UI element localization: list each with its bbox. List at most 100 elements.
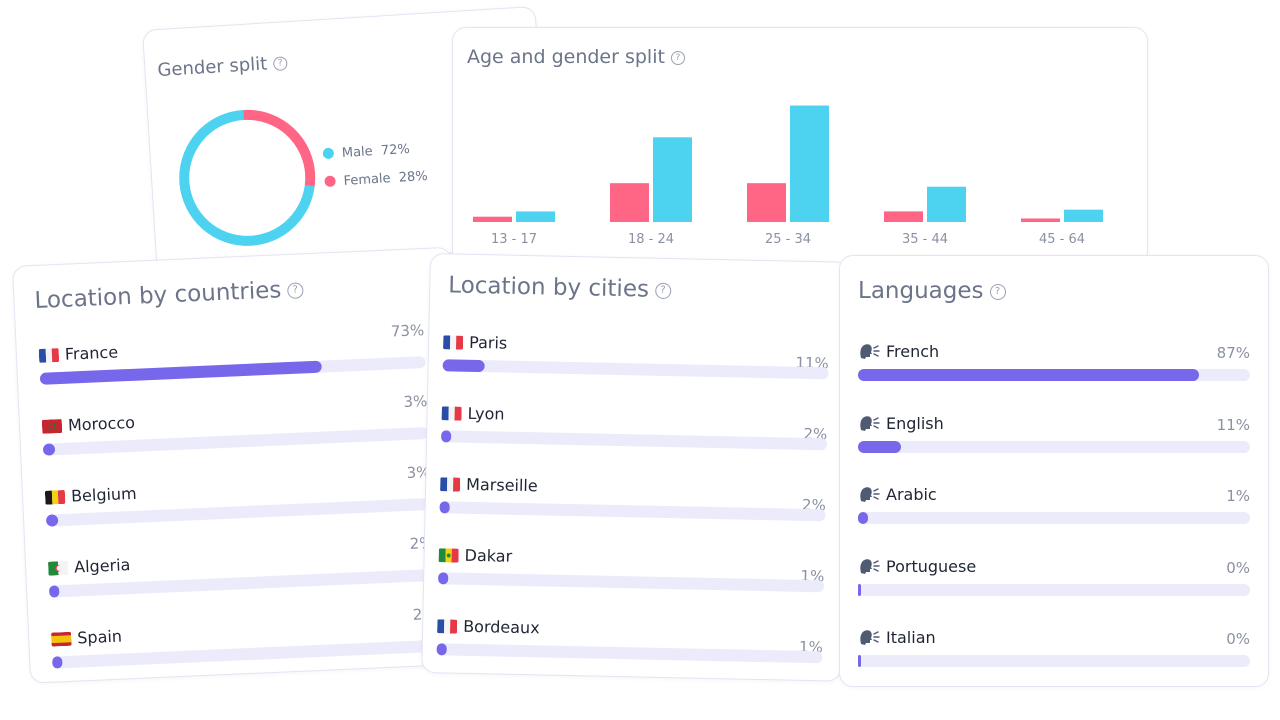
x-tick-label: 13 - 17 — [491, 232, 537, 247]
languages-row-french: French 87% — [858, 342, 1250, 382]
countries-progress-fill — [39, 360, 322, 385]
languages-row-english: English 11% — [858, 414, 1250, 454]
france-flag-icon — [441, 406, 462, 421]
languages-row-arabic: Arabic 1% — [858, 485, 1250, 525]
cities-progress-track — [442, 359, 829, 380]
cities-name: Lyon — [467, 403, 505, 424]
languages-progress-fill — [858, 369, 1200, 381]
speaking-head-icon — [858, 628, 880, 646]
languages-name: Portuguese — [886, 556, 977, 576]
cities-label: Dakar — [438, 545, 512, 566]
help-icon[interactable]: ? — [670, 50, 685, 65]
help-icon[interactable]: ? — [989, 283, 1006, 300]
cities-name: Bordeaux — [462, 616, 540, 638]
bar-female-1[interactable] — [610, 183, 649, 222]
cities-name: Marseille — [465, 474, 538, 496]
legend-swatch-female — [324, 175, 336, 188]
x-tick-label: 45 - 64 — [1039, 232, 1085, 247]
bar-female-3[interactable] — [884, 211, 923, 222]
cities-progress-fill — [439, 501, 450, 514]
countries-progress-fill — [48, 585, 60, 598]
countries-title: Location by countries? — [34, 276, 304, 314]
legend-pct-female: 28% — [398, 168, 429, 186]
languages-label: Italian — [858, 628, 936, 647]
languages-progress-track — [858, 440, 1250, 453]
languages-progress-track — [858, 655, 1250, 667]
languages-name: Arabic — [886, 485, 937, 504]
countries-row-belgium: Belgium 3% — [44, 463, 433, 528]
bar-female-4[interactable] — [1021, 218, 1060, 222]
bar-female-0[interactable] — [473, 216, 512, 222]
cities-name: Paris — [468, 332, 508, 353]
bar-female-2[interactable] — [747, 183, 786, 222]
cities-label: Paris — [442, 332, 508, 353]
languages-progress-fill — [858, 583, 861, 596]
help-icon[interactable]: ? — [272, 56, 288, 72]
languages-name: French — [886, 342, 940, 361]
countries-name: Morocco — [67, 412, 136, 435]
languages-title: Languages? — [858, 278, 1006, 304]
speaking-head-icon — [858, 557, 880, 575]
cities-row-marseille: Marseille 2% — [439, 474, 827, 522]
spain-flag-icon — [51, 631, 72, 647]
x-tick-label: 18 - 24 — [628, 232, 674, 247]
france-flag-icon — [38, 348, 60, 363]
legend-female: Female 28% — [324, 169, 428, 190]
countries-row-morocco: Morocco 3% — [41, 392, 429, 457]
languages-progress-track — [858, 583, 1250, 596]
cities-progress-track — [436, 643, 823, 664]
bar-male-1[interactable] — [653, 137, 692, 222]
senegal-flag-icon — [438, 548, 459, 563]
bar-male-3[interactable] — [927, 186, 966, 222]
countries-percentage: 73% — [390, 321, 425, 341]
france-flag-icon — [440, 477, 461, 492]
cities-name: Dakar — [464, 545, 513, 566]
languages-name: English — [886, 413, 944, 433]
languages-progress-track — [858, 512, 1250, 524]
cities-progress-track — [441, 430, 828, 451]
help-icon[interactable]: ? — [286, 281, 304, 299]
countries-name: Algeria — [73, 555, 131, 577]
languages-row-italian: Italian 0% — [858, 628, 1250, 668]
languages-percentage: 0% — [1226, 630, 1250, 648]
countries-percentage: 3% — [403, 392, 428, 412]
countries-card: Location by countries? France 73% Morocco 3… — [12, 246, 470, 684]
cities-row-dakar: Dakar 1% — [438, 545, 825, 593]
x-tick-label: 25 - 34 — [765, 232, 811, 247]
age-gender-title: Age and gender split? — [467, 46, 685, 68]
age-gender-bar-chart: 13 - 17 18 - 24 25 - 34 35 - 44 45 - 64 — [473, 105, 1103, 247]
algeria-flag-icon — [47, 560, 69, 576]
countries-label: Algeria — [47, 555, 131, 578]
countries-label: France — [38, 342, 119, 364]
languages-percentage: 1% — [1226, 487, 1250, 505]
bar-male-4[interactable] — [1064, 209, 1103, 222]
legend-label-female: Female — [343, 171, 392, 189]
cities-title: Location by cities? — [448, 272, 672, 303]
bar-male-0[interactable] — [516, 211, 555, 222]
donut-slice-male[interactable] — [179, 109, 315, 246]
countries-progress-fill — [52, 656, 63, 669]
morocco-flag-icon — [41, 418, 63, 434]
cities-progress-track — [438, 572, 825, 593]
age-gender-card: Age and gender split? 13 - 17 18 - 24 25 -… — [452, 27, 1148, 265]
legend-swatch-male — [322, 147, 335, 160]
speaking-head-icon — [858, 414, 880, 432]
languages-name: Italian — [886, 628, 936, 647]
countries-progress-fill — [42, 443, 55, 456]
languages-label: French — [858, 342, 939, 361]
languages-label: English — [858, 414, 944, 433]
france-flag-icon — [437, 619, 458, 634]
speaking-head-icon — [858, 485, 880, 503]
countries-row-france: France 73% — [38, 321, 426, 386]
languages-card: Languages? French 87% English 11% Arabic 1% Po… — [839, 255, 1269, 687]
countries-name: Spain — [76, 626, 123, 648]
languages-percentage: 87% — [1216, 344, 1250, 362]
countries-name: France — [64, 342, 119, 364]
gender-split-title: Gender split? — [157, 52, 288, 81]
legend-male: Male 72% — [322, 142, 410, 162]
belgium-flag-icon — [44, 489, 66, 505]
bar-male-2[interactable] — [790, 105, 829, 222]
donut-slice-female[interactable] — [243, 109, 316, 190]
help-icon[interactable]: ? — [654, 282, 672, 299]
cities-row-paris: Paris 11% — [442, 332, 830, 380]
